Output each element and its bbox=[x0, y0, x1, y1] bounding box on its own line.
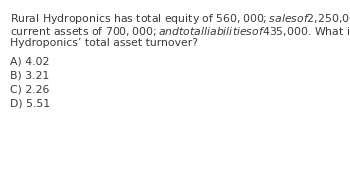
Text: B) 3.21: B) 3.21 bbox=[10, 71, 49, 81]
Text: A) 4.02: A) 4.02 bbox=[10, 57, 49, 67]
Text: current assets of $700,000; and total liabilities of $435,000. What is Rural: current assets of $700,000; and total li… bbox=[10, 25, 350, 38]
Text: D) 5.51: D) 5.51 bbox=[10, 99, 50, 109]
Text: Rural Hydroponics has total equity of $560,000; sales of $2,250,000;: Rural Hydroponics has total equity of $5… bbox=[10, 12, 350, 26]
Text: Hydroponics’ total asset turnover?: Hydroponics’ total asset turnover? bbox=[10, 38, 198, 48]
Text: C) 2.26: C) 2.26 bbox=[10, 85, 49, 95]
